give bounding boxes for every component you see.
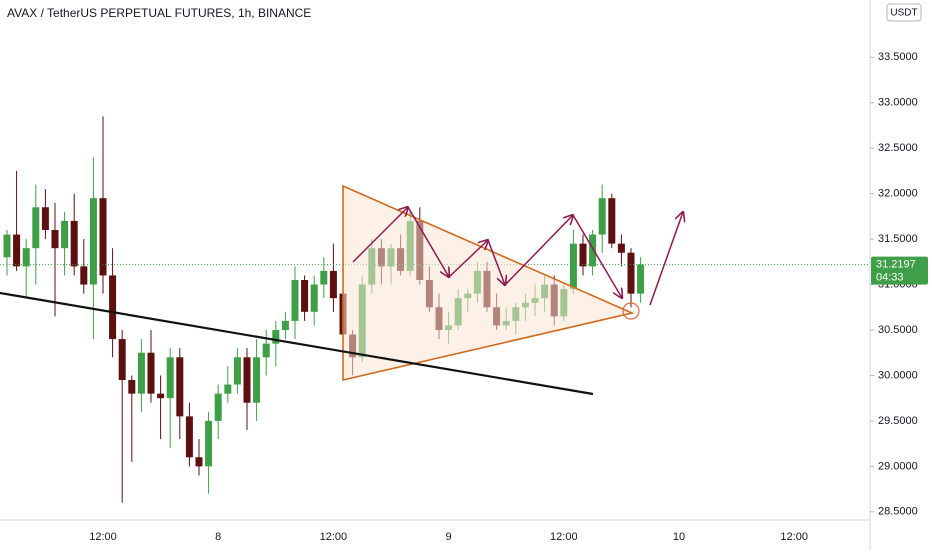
candle-body <box>3 234 11 258</box>
x-tick-label: 12:00 <box>320 531 348 543</box>
candle-body <box>22 248 30 267</box>
candle-body <box>13 234 21 267</box>
y-tick-label: 30.5000 <box>878 324 918 336</box>
candle-body <box>569 243 577 290</box>
last-price-label: 31.2197 <box>876 258 916 270</box>
candle-body <box>137 352 145 394</box>
candle-body <box>253 357 261 403</box>
candle-body <box>262 343 270 358</box>
triangle-pattern <box>342 184 635 382</box>
candle-body <box>205 420 213 467</box>
candle-body <box>157 393 165 399</box>
candle-body <box>589 234 597 267</box>
candle-body <box>301 280 309 312</box>
candle-body <box>233 357 241 385</box>
candle-body <box>195 457 203 467</box>
candle-body <box>617 243 625 253</box>
candle-body <box>320 270 328 285</box>
x-tick-label: 12:00 <box>89 531 117 543</box>
candle-body <box>128 380 136 394</box>
candle-body <box>166 357 174 399</box>
y-tick-label: 31.5000 <box>878 233 918 245</box>
y-tick-label: 28.5000 <box>878 506 918 518</box>
currency-box[interactable] <box>886 3 922 22</box>
y-tick-label: 29.0000 <box>878 460 918 472</box>
candle-body <box>185 416 193 458</box>
candle-body <box>243 357 251 403</box>
last-price-box <box>871 256 928 285</box>
y-tick-label: 32.5000 <box>878 142 918 154</box>
candle-body <box>61 220 69 249</box>
candle-body <box>176 357 184 417</box>
candle-body <box>147 352 155 394</box>
candle-body <box>32 207 40 249</box>
candle-body <box>41 207 49 230</box>
x-tick-label: 10 <box>673 531 685 543</box>
candle-body <box>51 230 59 249</box>
candle-body <box>224 384 232 394</box>
candle-body <box>329 270 337 299</box>
candle-body <box>608 198 616 244</box>
y-tick-label: 29.5000 <box>878 415 918 427</box>
candle-body <box>310 284 318 312</box>
candle-body <box>291 280 299 321</box>
y-tick-label: 33.0000 <box>878 97 918 109</box>
candle-body <box>627 252 635 294</box>
candle-body <box>118 339 126 380</box>
y-tick-label: 32.0000 <box>878 188 918 200</box>
y-tick-label: 30.0000 <box>878 369 918 381</box>
wave-path <box>352 207 683 306</box>
x-tick-label: 12:00 <box>780 531 808 543</box>
candle-body <box>272 330 280 344</box>
candle-body <box>598 198 606 235</box>
candle-body <box>99 198 107 276</box>
candle-body <box>109 275 117 340</box>
candle-body <box>80 266 88 285</box>
y-tick-label: 33.5000 <box>878 51 918 63</box>
x-tick-label: 8 <box>215 531 221 543</box>
candle-body <box>89 198 97 285</box>
candle-body <box>579 243 587 267</box>
chart-title: AVAX / TetherUS PERPETUAL FUTURES, 1h, B… <box>7 6 311 20</box>
candle-body <box>214 393 222 421</box>
drawings <box>0 184 683 396</box>
candle-body <box>70 220 78 267</box>
x-tick-label: 9 <box>446 531 452 543</box>
currency-label: USDT <box>890 8 917 19</box>
candle-body <box>281 320 289 330</box>
candle-body <box>637 264 645 294</box>
x-tick-label: 12:00 <box>550 531 578 543</box>
trend-line <box>0 291 594 396</box>
breakout-circle <box>622 302 640 320</box>
countdown-label: 04:33 <box>876 271 904 283</box>
